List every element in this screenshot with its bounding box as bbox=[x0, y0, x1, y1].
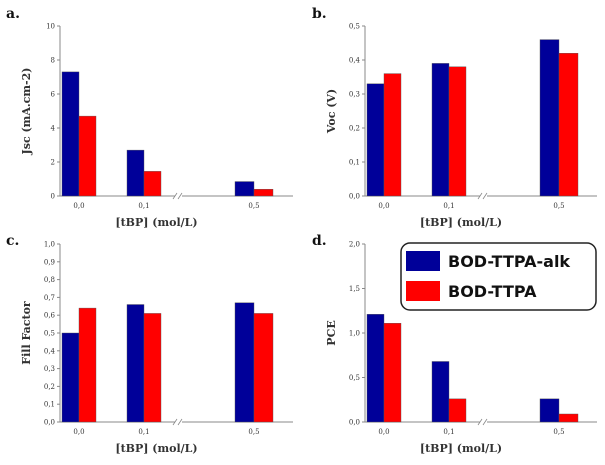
x-axis-label: [tBP] (mol/L) bbox=[115, 216, 197, 229]
panel-d: d. 0,0 0,5 1,0 1,5 2,0 0,0 0,1 0,5 [tBP] (mol/L) P… bbox=[312, 233, 597, 455]
bar-bod-ttpa bbox=[383, 323, 402, 423]
bar-bod-ttpa-alk bbox=[539, 39, 560, 197]
x-axis-label: [tBP] (mol/L) bbox=[420, 216, 502, 229]
legend-label: BOD-TTPA bbox=[448, 282, 537, 301]
x-tick-label: 0,0 bbox=[73, 202, 84, 210]
y-axis-label: Voc (V) bbox=[325, 89, 338, 134]
bar-bod-ttpa-alk bbox=[539, 398, 560, 423]
y-tick-label: 0,5 bbox=[349, 374, 360, 382]
bar-bod-ttpa-alk bbox=[61, 71, 80, 197]
x-tick-label: 0,0 bbox=[73, 428, 84, 436]
x-tick-label: 0,1 bbox=[443, 428, 454, 436]
bar-bod-ttpa bbox=[558, 53, 579, 197]
x-tick-label: 0,0 bbox=[378, 428, 389, 436]
y-tick-label: 1,0 bbox=[349, 330, 360, 338]
y-tick-label: 6 bbox=[51, 91, 56, 99]
x-tick-label: 0,1 bbox=[138, 428, 149, 436]
axis-break-mark bbox=[172, 192, 183, 200]
panel-label: a. bbox=[6, 6, 20, 22]
panel-b: b. 0,0 0,1 0,2 0,3 0,4 0,5 0,0 0,1 0,5 [tBP] (mol/… bbox=[312, 6, 597, 229]
bar-bod-ttpa bbox=[78, 115, 97, 197]
y-tick-label: 1,5 bbox=[349, 285, 360, 293]
y-axis-label: PCE bbox=[325, 320, 338, 345]
axis-break-mark bbox=[477, 418, 488, 426]
bar-bod-ttpa bbox=[143, 313, 162, 423]
x-axis-label: [tBP] (mol/L) bbox=[115, 442, 197, 455]
y-tick-label: 0,7 bbox=[44, 294, 55, 302]
bar-bod-ttpa bbox=[383, 73, 402, 197]
panel-label: b. bbox=[312, 6, 327, 22]
bar-bod-ttpa-alk bbox=[126, 149, 145, 197]
legend-label: BOD-TTPA-alk bbox=[448, 252, 570, 271]
bar-bod-ttpa bbox=[448, 66, 467, 197]
bar-bod-ttpa-alk bbox=[234, 181, 255, 197]
legend-swatch bbox=[406, 281, 440, 301]
y-tick-label: 0,3 bbox=[349, 91, 360, 99]
y-axis-label: Jsc (mA.cm-2) bbox=[20, 68, 33, 156]
bar-bod-ttpa bbox=[448, 398, 467, 423]
y-tick-label: 10 bbox=[46, 23, 55, 31]
y-tick-label: 2,0 bbox=[349, 241, 360, 249]
y-tick-label: 8 bbox=[51, 57, 55, 65]
y-tick-label: 0,0 bbox=[349, 419, 360, 427]
y-tick-label: 1,0 bbox=[44, 241, 55, 249]
legend: BOD-TTPA-alk BOD-TTPA bbox=[400, 242, 597, 311]
y-tick-label: 0,8 bbox=[44, 276, 55, 284]
y-tick-label: 0,5 bbox=[349, 23, 360, 31]
bar-bod-ttpa-alk bbox=[366, 314, 385, 423]
y-tick-label: 0,2 bbox=[349, 125, 360, 133]
y-tick-label: 0,3 bbox=[44, 365, 55, 373]
y-tick-label: 0,9 bbox=[44, 258, 55, 266]
legend-box bbox=[400, 242, 597, 311]
axis-break-mark bbox=[172, 418, 183, 426]
y-tick-label: 0,1 bbox=[44, 401, 55, 409]
y-tick-label: 4 bbox=[51, 125, 56, 133]
y-tick-label: 0,4 bbox=[44, 347, 56, 355]
bar-bod-ttpa bbox=[253, 188, 274, 197]
y-tick-label: 0,0 bbox=[349, 193, 360, 201]
panel-c: c. 0,0 0,1 0,2 0,3 0,4 0,5 0,6 0,7 0,8 0,9 1,0 0,0 0,… bbox=[6, 233, 293, 455]
x-tick-label: 0,1 bbox=[138, 202, 149, 210]
x-axis-label: [tBP] (mol/L) bbox=[420, 442, 502, 455]
x-tick-label: 0,5 bbox=[248, 428, 259, 436]
axis-break-mark bbox=[477, 192, 488, 200]
y-tick-label: 0,5 bbox=[44, 330, 55, 338]
y-tick-label: 0,0 bbox=[44, 419, 55, 427]
bar-bod-ttpa-alk bbox=[431, 63, 450, 197]
bar-bod-ttpa-alk bbox=[126, 304, 145, 423]
panel-a: a. 0 2 4 6 8 10 0,0 0,1 0,5 [tBP] (mol/L) Jsc (mA.c… bbox=[6, 6, 293, 229]
bar-bod-ttpa bbox=[78, 307, 97, 423]
y-tick-label: 0,1 bbox=[349, 159, 360, 167]
x-tick-label: 0,5 bbox=[553, 202, 564, 210]
x-tick-label: 0,5 bbox=[248, 202, 259, 210]
x-tick-label: 0,0 bbox=[378, 202, 389, 210]
panel-label: c. bbox=[6, 233, 19, 249]
y-tick-label: 0,2 bbox=[44, 383, 55, 391]
x-tick-label: 0,1 bbox=[443, 202, 454, 210]
bar-bod-ttpa bbox=[558, 413, 579, 423]
y-tick-label: 0,4 bbox=[349, 57, 361, 65]
bar-bod-ttpa-alk bbox=[234, 302, 255, 423]
bar-bod-ttpa bbox=[143, 171, 162, 197]
bar-bod-ttpa-alk bbox=[366, 83, 385, 197]
bar-bod-ttpa bbox=[253, 313, 274, 423]
bar-bod-ttpa-alk bbox=[61, 332, 80, 423]
legend-swatch bbox=[406, 251, 440, 271]
bar-bod-ttpa-alk bbox=[431, 361, 450, 423]
panel-label: d. bbox=[312, 233, 327, 249]
y-tick-label: 0 bbox=[51, 193, 55, 201]
y-tick-label: 0,6 bbox=[44, 312, 56, 320]
y-tick-label: 2 bbox=[51, 159, 55, 167]
y-axis-label: Fill Factor bbox=[20, 301, 33, 365]
x-tick-label: 0,5 bbox=[553, 428, 564, 436]
